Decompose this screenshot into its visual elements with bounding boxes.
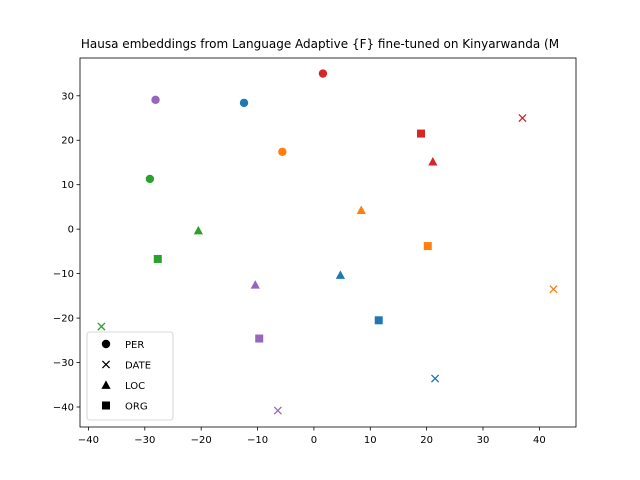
data-point-18: [153, 254, 162, 263]
y-tick-label: −10: [53, 269, 74, 280]
x-tick-label: 10: [364, 435, 377, 446]
legend-marker-per: [101, 339, 111, 349]
y-tick-label: −30: [53, 358, 74, 369]
legend-label-org: ORG: [125, 402, 148, 413]
x-tick-label: 30: [477, 435, 490, 446]
data-point-3: [151, 95, 160, 104]
data-point-17: [423, 242, 432, 251]
y-axis: −40 −30 −20 −10 0 10 20 30: [53, 91, 80, 413]
y-tick-label: 10: [61, 180, 74, 191]
data-point-15: [250, 280, 260, 289]
legend-label-loc: LOC: [125, 381, 145, 392]
data-point-20: [255, 334, 264, 343]
chart-title: Hausa embeddings from Language Adaptive …: [81, 37, 559, 51]
legend-marker-org: [102, 401, 110, 410]
data-point-1: [318, 69, 328, 78]
y-tick-label: 20: [61, 136, 74, 147]
data-point-7: [549, 285, 558, 294]
data-point-9: [431, 374, 440, 383]
legend-label-per: PER: [125, 340, 144, 351]
x-tick-label: 0: [311, 435, 317, 446]
legend-frame: [86, 331, 174, 421]
x-tick-label: −30: [134, 435, 155, 446]
y-tick-label: 0: [68, 225, 74, 236]
data-point-14: [335, 270, 345, 279]
data-point-6: [518, 113, 527, 123]
y-tick-label: −40: [53, 402, 74, 413]
x-tick-label: 40: [533, 435, 546, 446]
x-axis: −40 −30 −20 −10 0 10 20 30 40: [78, 427, 546, 446]
data-point-4: [278, 147, 287, 157]
data-point-8: [97, 322, 106, 331]
x-tick-label: 20: [420, 435, 433, 446]
y-tick-label: −20: [53, 314, 74, 325]
data-point-12: [356, 205, 366, 214]
data-point-5: [145, 174, 155, 184]
data-points: [97, 69, 558, 415]
legend: PER DATE LOC ORG: [86, 331, 174, 421]
data-point-13: [193, 225, 203, 235]
y-tick-label: 30: [61, 91, 74, 102]
data-point-16: [417, 129, 425, 138]
data-point-11: [428, 156, 438, 166]
x-tick-label: −10: [247, 435, 268, 446]
plot-frame: [79, 57, 577, 428]
x-tick-label: −20: [191, 435, 212, 446]
legend-label-date: DATE: [125, 361, 151, 372]
legend-marker-date: [101, 360, 111, 369]
data-point-19: [374, 316, 383, 325]
legend-marker-loc: [101, 380, 111, 389]
x-tick-label: −40: [78, 435, 99, 446]
data-point-2: [239, 98, 249, 108]
data-point-10: [273, 406, 282, 415]
